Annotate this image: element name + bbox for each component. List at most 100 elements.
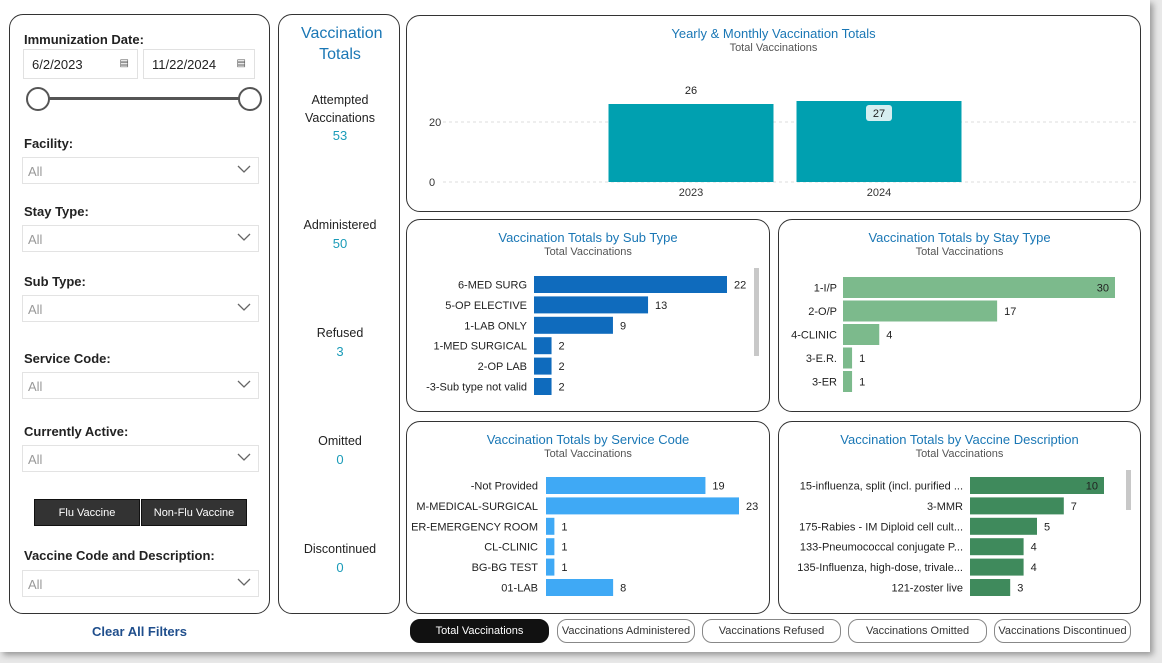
attempted-label: Attempted Vaccinations (305, 93, 375, 125)
refused-value: 3 (336, 344, 344, 359)
bar-3-MMR (970, 497, 1064, 515)
bar-3-E.R. (843, 347, 853, 369)
staytype-chart-card: Vaccination Totals by Stay Type Total Va… (778, 219, 1141, 412)
category-label: 2-OP LAB (478, 361, 527, 373)
y-tick-label: 20 (429, 117, 441, 129)
currently-active-dropdown[interactable]: All (22, 445, 259, 472)
currently-active-value: All (28, 452, 43, 467)
data-label: 23 (746, 501, 758, 513)
data-label: 5 (1044, 521, 1050, 533)
administered-value: 50 (332, 236, 348, 251)
service-code-dropdown[interactable]: All (22, 372, 259, 399)
bar-01-LAB (546, 579, 614, 596)
scrollbar (1126, 470, 1131, 510)
tab-total-vaccinations[interactable]: Total Vaccinations (410, 619, 549, 643)
currently-active-label: Currently Active: (24, 424, 129, 439)
category-label: 3-E.R. (806, 353, 837, 365)
servicecode-chart-svg: -Not Provided 19 M-MEDICAL-SURGICAL 23 ER-EM… (411, 477, 758, 596)
data-label: 2 (559, 341, 565, 353)
data-label: 30 (1097, 283, 1109, 295)
bar-2-OP LAB (534, 357, 552, 375)
subtype-chart-subtitle: Total Vaccinations (544, 246, 632, 258)
tab-vaccinations-omitted[interactable]: Vaccinations Omitted (848, 619, 987, 643)
bar-4-CLINIC (843, 324, 880, 345)
data-label: 17 (1004, 306, 1016, 318)
vaccinedesc-chart-title: Vaccination Totals by Vaccine Descriptio… (840, 432, 1079, 447)
service-code-label: Service Code: (24, 351, 111, 366)
bar-121-zoster live (970, 579, 1011, 596)
yearly-chart-title: Yearly & Monthly Vaccination Totals (671, 26, 876, 41)
data-label: 7 (1071, 501, 1077, 513)
y-tick-label: 0 (429, 177, 435, 189)
category-label: 175-Rabies - IM Diploid cell cult... (799, 521, 963, 533)
flu-vaccine-button[interactable]: Flu Vaccine (34, 499, 140, 526)
sub-type-dropdown[interactable]: All (22, 295, 259, 322)
date-range-slider[interactable] (38, 97, 250, 100)
data-label: 1 (859, 377, 865, 389)
bar-5-OP ELECTIVE (534, 296, 649, 314)
data-label: 13 (655, 300, 667, 312)
subtype-chart-card: Vaccination Totals by Sub Type Total Vac… (406, 219, 770, 412)
calendar-icon[interactable]: ▤ (119, 58, 129, 69)
chevron-down-icon (237, 233, 251, 241)
data-label: 10 (1086, 481, 1098, 493)
category-label: -3-Sub type not valid (426, 382, 527, 394)
bar-2023 (608, 104, 774, 182)
end-date-input[interactable]: 11/22/2024 ▤ (143, 49, 255, 79)
chevron-down-icon (237, 165, 251, 173)
refused-label: Refused (316, 326, 364, 340)
yearly-chart-svg: 0 20 2023 26 2024 27 (429, 85, 1137, 199)
category-label: 01-LAB (501, 583, 538, 595)
bar-BG-BG TEST (546, 558, 555, 576)
servicecode-chart-title: Vaccination Totals by Service Code (486, 432, 690, 447)
vaccinedesc-chart-card: Vaccination Totals by Vaccine Descriptio… (778, 421, 1141, 614)
data-label: 1 (561, 542, 567, 554)
bar--3-Sub type not valid (534, 378, 552, 395)
category-label: CL-CLINIC (484, 542, 538, 554)
tab-vaccinations-refused[interactable]: Vaccinations Refused (702, 619, 841, 643)
stay-type-dropdown[interactable]: All (22, 225, 259, 252)
slider-end-handle[interactable] (238, 87, 262, 111)
non-flu-vaccine-button[interactable]: Non-Flu Vaccine (141, 499, 247, 526)
data-label: 1 (561, 562, 567, 574)
scrollbar (754, 268, 759, 356)
category-label: 5-OP ELECTIVE (445, 300, 527, 312)
category-label: BG-BG TEST (472, 562, 539, 574)
staytype-chart-svg: 1-I/P 30 2-O/P 17 4-CLINIC 4 3-E.R. 1 3-ER 1 (791, 277, 1115, 392)
data-label: 8 (620, 583, 626, 595)
category-label: 135-Influenza, high-dose, trivale... (797, 562, 963, 574)
vaccine-code-dropdown[interactable]: All (22, 570, 259, 597)
chevron-down-icon (237, 453, 251, 461)
bar-2-O/P (843, 300, 998, 322)
service-code-value: All (28, 379, 43, 394)
clear-all-filters-button[interactable]: Clear All Filters (92, 624, 187, 639)
tab-vaccinations-administered[interactable]: Vaccinations Administered (557, 619, 695, 643)
category-label: 15-influenza, split (incl. purified ... (800, 481, 963, 493)
data-label: 1 (561, 521, 567, 533)
bar-175-Rabies - IM Diploid cell cult... (970, 517, 1037, 535)
x-tick-label: 2023 (679, 187, 703, 199)
category-label: 2-O/P (808, 306, 837, 318)
data-label: 4 (1031, 542, 1037, 554)
category-label: ER-EMERGENCY ROOM (411, 521, 538, 533)
tab-vaccinations-discontinued[interactable]: Vaccinations Discontinued (994, 619, 1131, 643)
calendar-icon[interactable]: ▤ (236, 58, 246, 69)
bar-M-MEDICAL-SURGICAL (546, 497, 739, 515)
dashboard-canvas: Immunization Date: 6/2/2023 ▤ 11/22/2024… (0, 0, 1150, 652)
facility-dropdown[interactable]: All (22, 157, 259, 184)
facility-value: All (28, 164, 43, 179)
data-label: 22 (734, 280, 746, 292)
bar-15-influenza, split (incl. purified ... (970, 477, 1104, 494)
bar-1-I/P (843, 277, 1115, 298)
category-label: 133-Pneumococcal conjugate P... (800, 542, 963, 554)
bar-133-Pneumococcal conjugate P... (970, 538, 1024, 556)
attempted-value: 53 (332, 128, 348, 143)
bar-1-LAB ONLY (534, 316, 613, 334)
chevron-down-icon (237, 303, 251, 311)
slider-start-handle[interactable] (26, 87, 50, 111)
stay-type-label: Stay Type: (24, 204, 89, 219)
data-label: 2 (559, 361, 565, 373)
start-date-input[interactable]: 6/2/2023 ▤ (23, 49, 138, 79)
bar-1-MED SURGICAL (534, 337, 552, 355)
category-label: 4-CLINIC (791, 330, 837, 342)
